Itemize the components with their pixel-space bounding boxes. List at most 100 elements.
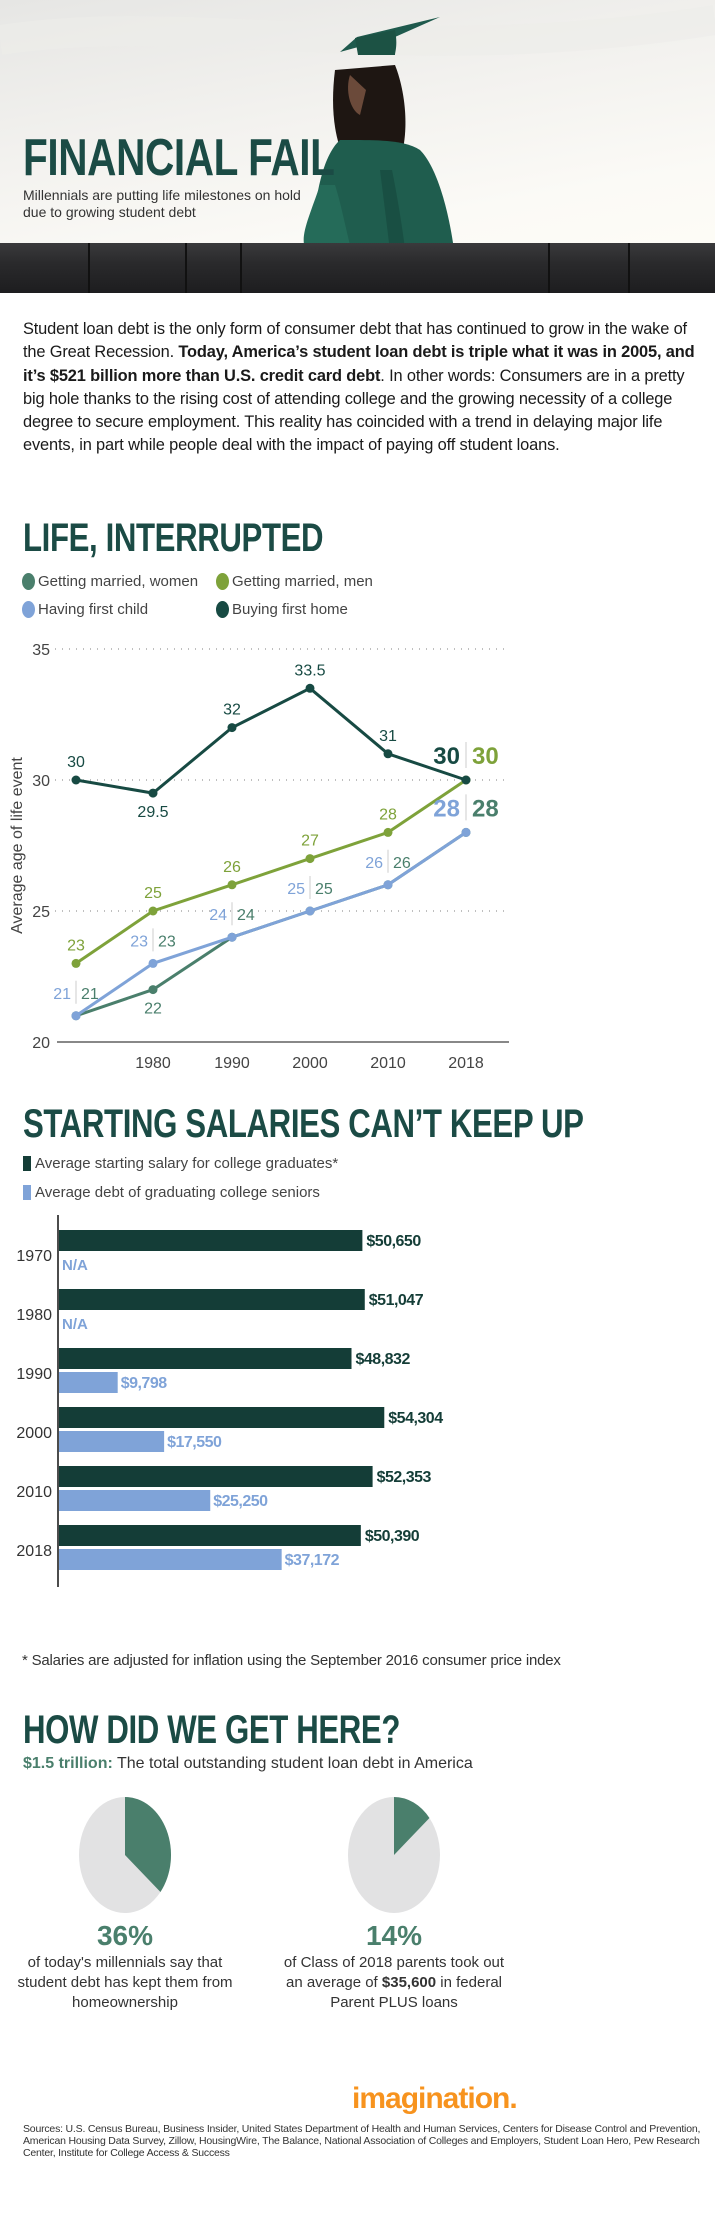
- data-label-women: 25: [315, 881, 333, 898]
- data-point-men: [148, 906, 158, 916]
- bar-category-label: 1990: [16, 1366, 52, 1383]
- debt-value-label: $25,250: [213, 1493, 268, 1510]
- line-chart-legend: Getting married, women Getting married, …: [22, 573, 522, 633]
- x-tick-label: 2000: [292, 1055, 328, 1070]
- debt-value-label: $9,798: [121, 1375, 168, 1392]
- legend-women: Getting married, women: [22, 573, 198, 590]
- salary-footnote: * Salaries are adjusted for inflation us…: [22, 1652, 561, 1669]
- data-point-child: [71, 1011, 81, 1021]
- debt-value-label: $37,172: [285, 1552, 340, 1569]
- y-tick-label: 25: [32, 904, 50, 921]
- pie-slice-highlight: [125, 1797, 171, 1892]
- salary-value-label: $50,390: [365, 1528, 420, 1545]
- legend-men: Getting married, men: [216, 573, 373, 590]
- hero-banner: FINANCIAL FAIL Millennials are putting l…: [0, 0, 715, 293]
- data-point-child: [148, 958, 158, 968]
- salary-bar: [59, 1525, 361, 1546]
- data-point-child: [461, 827, 471, 837]
- intro-text: Student loan debt is the only form of co…: [23, 320, 687, 362]
- data-label-child: 23: [130, 933, 148, 950]
- data-label-men: 30: [472, 743, 499, 770]
- legend-dot-men: [216, 573, 229, 590]
- total-debt-text: The total outstanding student loan debt …: [112, 1755, 473, 1772]
- bar-category-label: 2018: [16, 1543, 52, 1560]
- data-point-men: [383, 827, 393, 837]
- data-label-men: 25: [144, 885, 162, 902]
- caption-text-end: in federal Parent PLUS loans: [330, 1974, 502, 2011]
- legend-label: Getting married, men: [232, 573, 373, 590]
- imagination-logo: imagination.: [352, 2082, 518, 2115]
- legend-label: Buying first home: [232, 601, 348, 618]
- legend-debt: Average debt of graduating college senio…: [23, 1184, 320, 1201]
- data-label-child: 21: [53, 986, 71, 1003]
- salary-debt-bar-chart: 1970 $50,650 N/A 1980 $51,047 N/A 1990 $48,832 $…: [16, 1215, 444, 1587]
- legend-label: Having first child: [38, 601, 149, 618]
- salary-bar: [59, 1230, 363, 1251]
- total-debt-value: $1.5 trillion:: [23, 1755, 113, 1772]
- debt-na-label: N/A: [62, 1257, 88, 1274]
- y-tick-label: 30: [32, 773, 50, 790]
- total-debt-stat: $1.5 trillion: The total outstanding stu…: [23, 1755, 473, 1773]
- bar-category-label: 2000: [16, 1425, 52, 1442]
- data-label-home: 31: [379, 728, 397, 745]
- x-tick-label: 2018: [448, 1055, 484, 1070]
- data-label-home: 30: [67, 754, 85, 771]
- pie-slice-highlight: [394, 1797, 430, 1855]
- x-tick-label: 2010: [370, 1055, 406, 1070]
- series-line-child: [75, 831, 467, 1018]
- debt-value-label: $17,550: [167, 1434, 222, 1451]
- y-axis-label: Average age of life event: [9, 757, 26, 934]
- data-label-home: 32: [223, 702, 241, 719]
- data-label-home: 30: [433, 743, 460, 770]
- bar-category-label: 2010: [16, 1484, 52, 1501]
- legend-swatch-debt: [23, 1185, 31, 1200]
- data-label-child: 28: [433, 795, 460, 822]
- data-label-women: 21: [81, 986, 99, 1003]
- legend-dot-women: [22, 573, 35, 590]
- bar-category-label: 1980: [16, 1307, 52, 1324]
- x-tick-label: 1990: [214, 1055, 250, 1070]
- salary-value-label: $54,304: [388, 1410, 443, 1427]
- data-point-home: [148, 788, 158, 798]
- how-heading: HOW DID WE GET HERE?: [23, 1708, 400, 1752]
- legend-label: Average debt of graduating college senio…: [35, 1184, 320, 1201]
- debt-bar: [59, 1372, 118, 1393]
- data-label-men: 28: [379, 806, 397, 823]
- salary-bar: [59, 1348, 352, 1369]
- data-label-women: 22: [144, 1001, 162, 1018]
- data-label-men: 27: [301, 833, 319, 850]
- debt-na-label: N/A: [62, 1316, 88, 1333]
- salary-bar: [59, 1407, 385, 1428]
- legend-label: Average starting salary for college grad…: [35, 1155, 339, 1172]
- intro-highlight: Today, America’s student loan debt is tr…: [23, 343, 695, 385]
- data-label-child: 24: [209, 907, 227, 924]
- intro-text-continued: . In other words: Consumers are in a pre…: [23, 366, 685, 455]
- legend-salary: Average starting salary for college grad…: [23, 1155, 338, 1172]
- data-point-men: [227, 880, 237, 890]
- series-line-home: [75, 686, 467, 795]
- stone-wall: [0, 243, 715, 293]
- life-events-line-chart: 20 25 30 35 1980 1990 2000 2010 2018 Average age …: [9, 642, 509, 1070]
- data-point-home: [305, 683, 315, 693]
- caption-text: of Class of 2018 parents took out an ave…: [283, 1954, 505, 1991]
- data-label-child: 26: [365, 855, 383, 872]
- y-tick-label: 35: [32, 642, 50, 659]
- data-point-men: [71, 958, 81, 968]
- legend-dot-child: [22, 601, 35, 618]
- pie-chart-parent-plus: [348, 1797, 440, 1913]
- data-label-women: 26: [393, 855, 411, 872]
- life-interrupted-heading: LIFE, INTERRUPTED: [23, 516, 324, 560]
- page-subtitle: Millennials are putting life milestones …: [23, 187, 301, 220]
- pie2-caption: of Class of 2018 parents took out an ave…: [274, 1953, 514, 2013]
- data-point-child: [227, 932, 237, 942]
- sources-text: Sources: U.S. Census Bureau, Business In…: [23, 2123, 701, 2159]
- data-point-child: [305, 906, 315, 916]
- x-tick-label: 1980: [135, 1055, 171, 1070]
- legend-label: Getting married, women: [38, 573, 199, 590]
- pie2-percent: 14%: [365, 1920, 423, 1951]
- data-label-women: 23: [158, 933, 176, 950]
- pie-chart-homeownership: [79, 1797, 171, 1913]
- salaries-heading: STARTING SALARIES CAN’T KEEP UP: [23, 1102, 584, 1146]
- intro-paragraph: Student loan debt is the only form of co…: [23, 318, 703, 458]
- data-point-home: [461, 775, 471, 785]
